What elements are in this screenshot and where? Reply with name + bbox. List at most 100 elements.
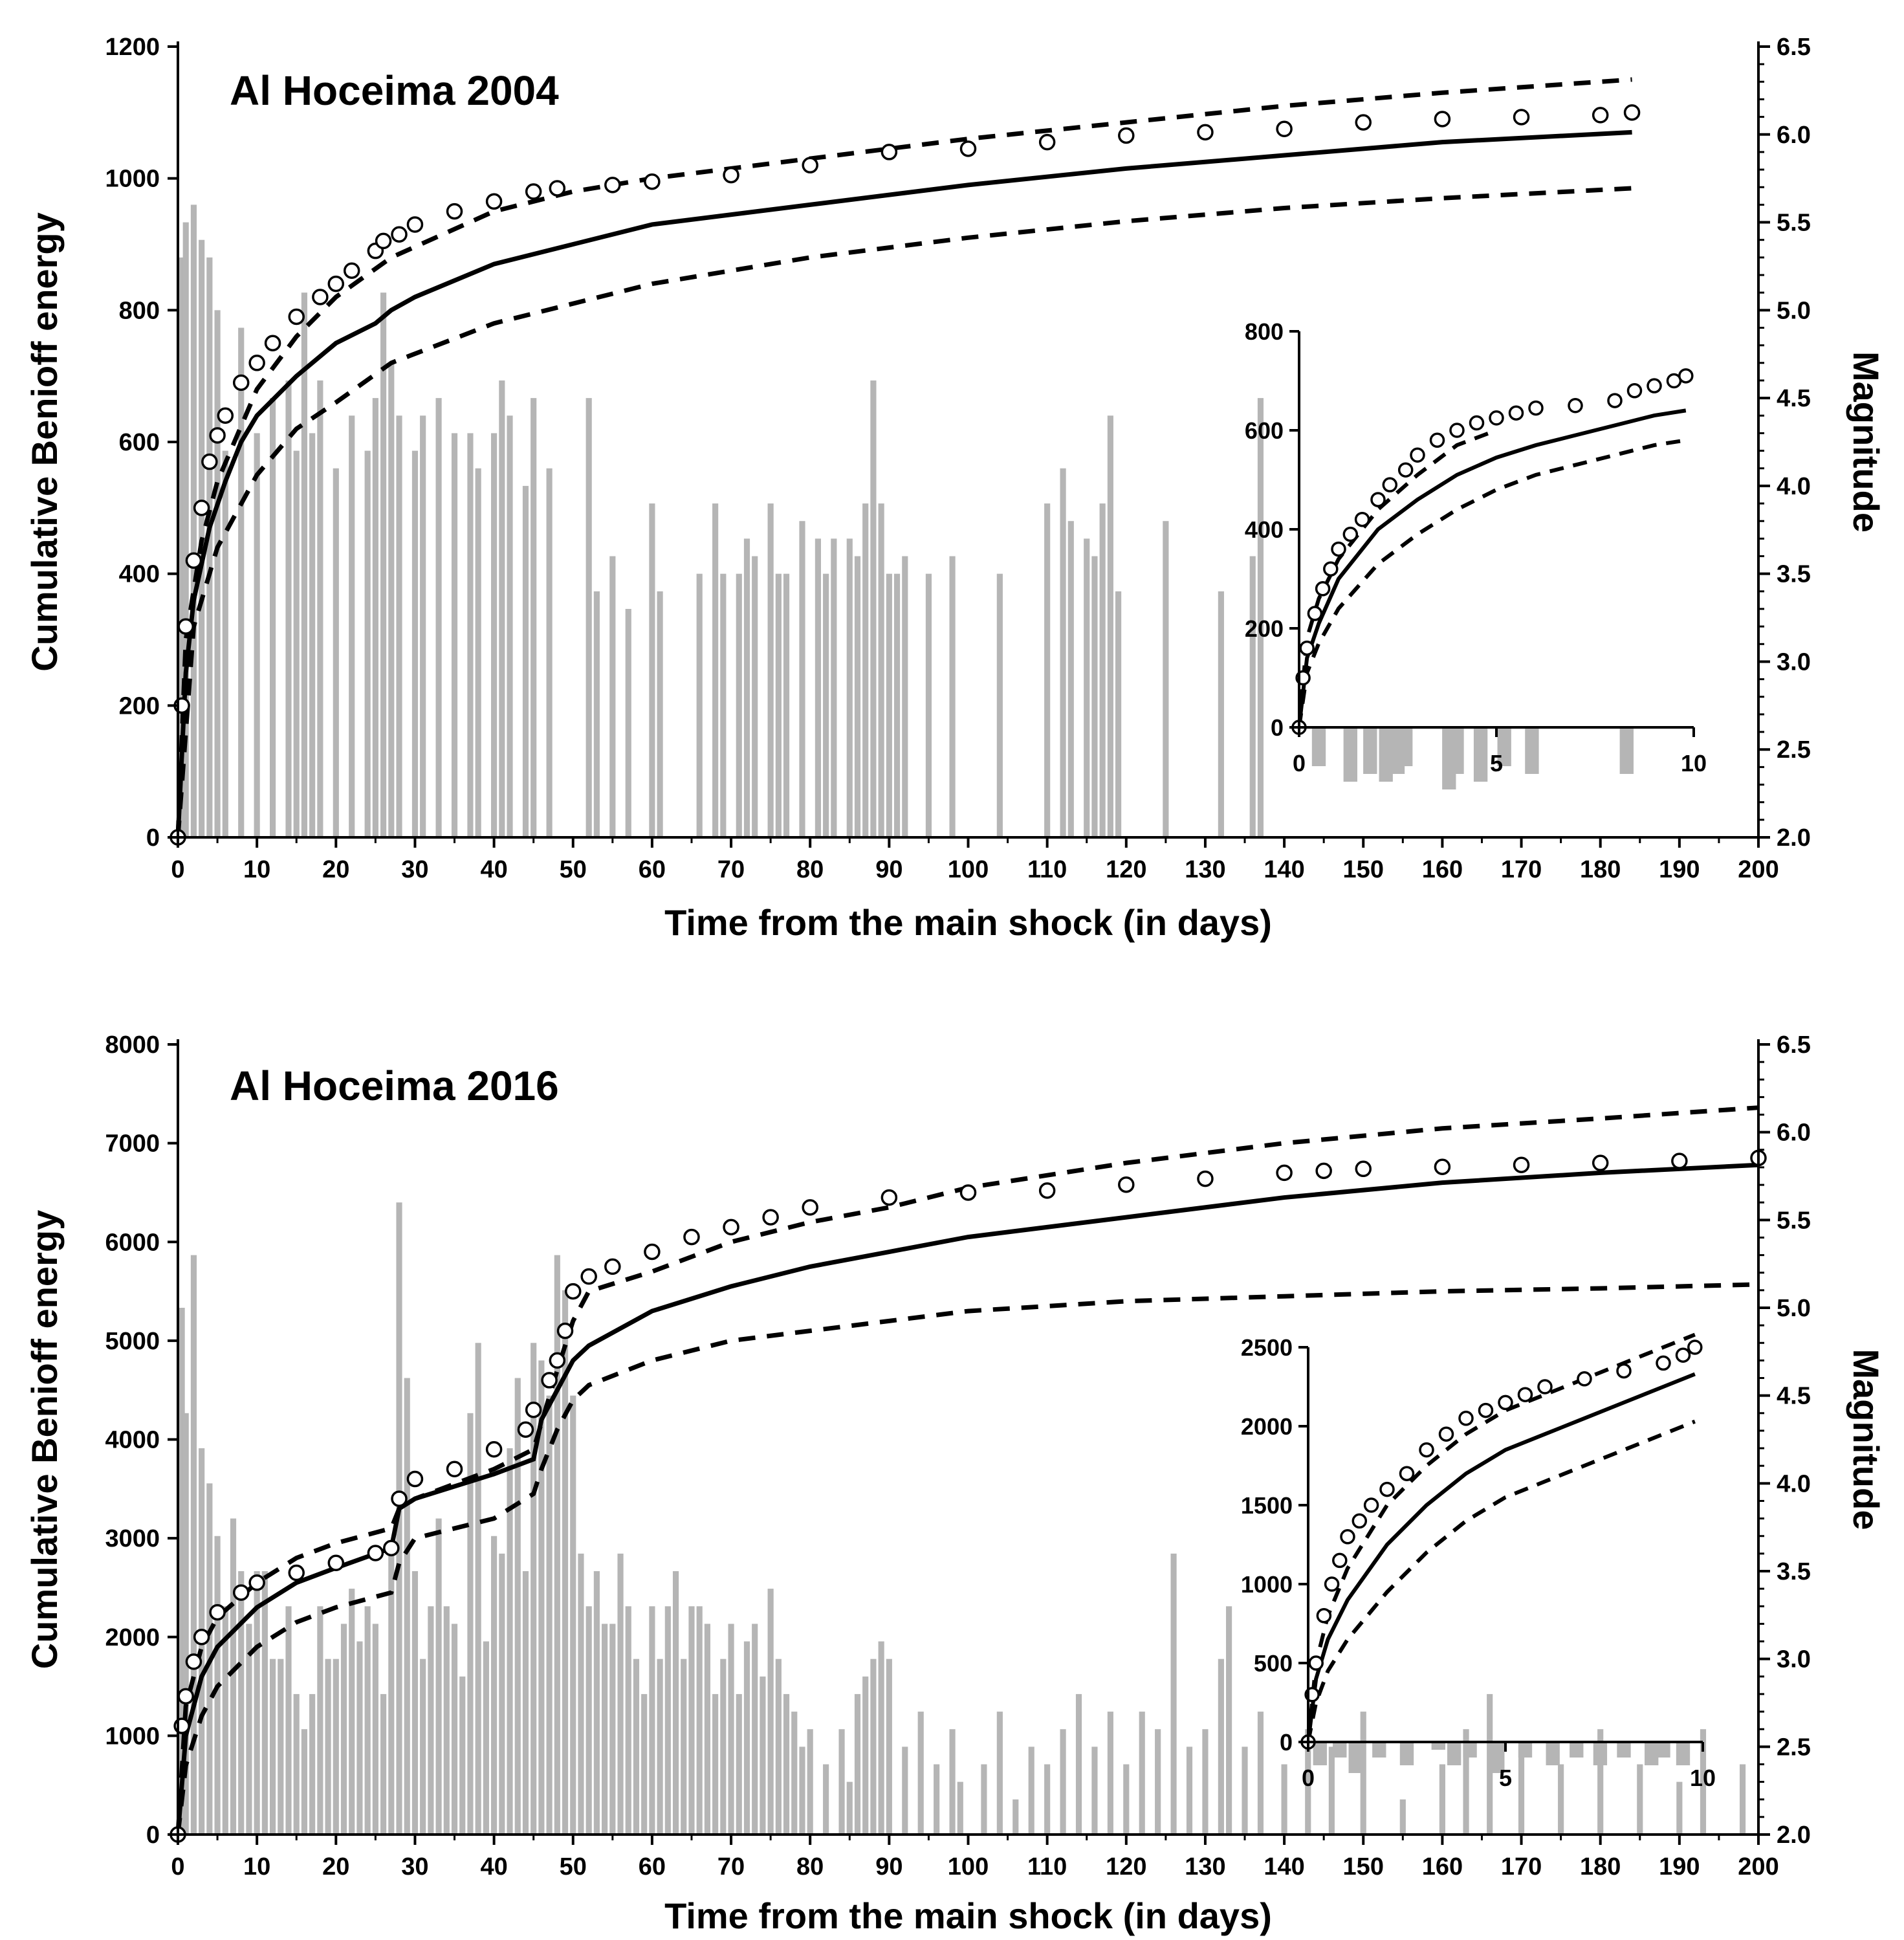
y2-tick-label: 6.0 — [1777, 122, 1811, 149]
magnitude-bar — [1257, 1712, 1264, 1835]
x-tick-label: 100 — [948, 856, 989, 883]
y-tick-label: 7000 — [105, 1130, 160, 1158]
observed-point — [525, 183, 542, 200]
magnitude-bar — [688, 1606, 695, 1835]
y2-tick-label: 3.5 — [1777, 561, 1811, 588]
y-tick-label: 2000 — [105, 1624, 160, 1651]
magnitude-bar — [349, 415, 355, 837]
observed-point — [1434, 111, 1451, 127]
magnitude-bar — [625, 1606, 631, 1835]
inset-magnitude-bar — [1676, 1742, 1691, 1765]
observed-point — [1038, 1182, 1056, 1199]
y-tick-label: 8000 — [105, 1031, 160, 1059]
x-tick-label: 50 — [560, 856, 587, 883]
inset-observed-point — [1508, 405, 1524, 421]
magnitude-bar — [1700, 1729, 1707, 1835]
magnitude-bar — [609, 1624, 616, 1835]
inset-x-tick-label: 0 — [1302, 1765, 1315, 1791]
magnitude-bar — [1067, 521, 1074, 837]
magnitude-bar — [285, 380, 292, 837]
magnitude-bar — [179, 257, 185, 837]
magnitude-bar — [783, 573, 790, 837]
magnitude-bar — [736, 573, 742, 837]
magnitude-bar — [522, 1571, 529, 1835]
magnitude-bar — [815, 538, 821, 837]
magnitude-bar — [870, 1659, 877, 1835]
inset-y-tick-label: 0 — [1271, 714, 1284, 741]
x-tick-label: 40 — [480, 1853, 507, 1880]
magnitude-bar — [870, 380, 877, 837]
x-axis-label: Time from the main shock (in days) — [664, 1895, 1272, 1936]
y2-tick-label: 3.0 — [1777, 1646, 1811, 1673]
magnitude-bar — [649, 503, 655, 837]
inset-observed-point — [1647, 378, 1662, 393]
magnitude-bar — [1060, 468, 1066, 837]
observed-point — [177, 618, 194, 635]
magnitude-bar — [182, 1413, 189, 1835]
magnitude-bar — [531, 1343, 537, 1835]
observed-point — [1276, 1164, 1293, 1182]
x-tick-label: 130 — [1185, 856, 1225, 883]
observed-point — [1197, 1170, 1214, 1187]
inset-observed-point — [1332, 1552, 1348, 1569]
x-tick-label: 150 — [1343, 856, 1384, 883]
magnitude-bar — [1281, 1764, 1287, 1835]
magnitude-bar — [1155, 1729, 1161, 1835]
magnitude-bar — [238, 1571, 245, 1835]
inset-magnitude-bar — [1431, 1742, 1445, 1750]
magnitude-bar — [625, 608, 631, 837]
magnitude-bar — [435, 398, 442, 837]
inset-magnitude-bar — [1313, 1742, 1327, 1765]
model-curve — [175, 129, 1632, 838]
x-axis-label: Time from the main shock (in days) — [664, 902, 1272, 943]
magnitude-bar — [593, 1571, 600, 1835]
magnitude-bar — [720, 573, 727, 837]
observed-point — [1592, 1154, 1609, 1171]
x-tick-label: 110 — [1027, 856, 1067, 883]
inset-observed-point — [1354, 511, 1370, 527]
inset-y-tick-label: 2500 — [1241, 1334, 1293, 1361]
inset-magnitude-bar — [1363, 727, 1377, 774]
magnitude-bar — [807, 1729, 813, 1835]
chart-panel-0: 0 10 20 30 40 50 60 70 80 90 100 110 120 130 140 150 160… — [24, 34, 1887, 943]
magnitude-bar — [743, 538, 750, 837]
y2-tick-label: 4.0 — [1777, 1470, 1811, 1497]
magnitude-bar — [451, 1624, 458, 1835]
inset-observed-point — [1438, 1426, 1454, 1442]
inset-magnitude-bar — [1463, 1742, 1477, 1758]
magnitude-bar — [467, 1413, 474, 1835]
observed-point — [375, 232, 392, 250]
magnitude-bar — [617, 1553, 624, 1835]
magnitude-bar — [712, 1693, 719, 1835]
magnitude-bar — [380, 292, 387, 838]
observed-point — [391, 226, 408, 243]
inset-observed-point — [1419, 1442, 1434, 1458]
observed-point — [1315, 1162, 1332, 1180]
magnitude-bar — [420, 1659, 426, 1835]
observed-point — [367, 1545, 384, 1561]
inset-bound-curve — [1297, 438, 1687, 728]
magnitude-bar — [602, 1624, 608, 1835]
magnitude-bar — [254, 1571, 260, 1835]
magnitude-bar — [190, 204, 197, 837]
observed-point — [644, 173, 661, 190]
observed-point — [288, 1564, 305, 1582]
y2-tick-label: 2.5 — [1777, 736, 1811, 764]
inset-magnitude-bar — [1645, 1742, 1659, 1765]
magnitude-bar — [1028, 1747, 1034, 1835]
magnitude-bar — [862, 503, 869, 837]
inset-y-tick-label: 600 — [1245, 417, 1284, 444]
magnitude-bar — [752, 1624, 758, 1835]
magnitude-bar — [728, 1624, 734, 1835]
magnitude-bar — [278, 1659, 284, 1835]
x-tick-label: 20 — [322, 856, 349, 883]
observed-point — [541, 1372, 558, 1389]
inset-bound-curve — [1297, 428, 1498, 728]
observed-point — [683, 1228, 700, 1246]
magnitude-bar — [364, 450, 371, 837]
x-tick-label: 120 — [1106, 856, 1146, 883]
x-tick-label: 130 — [1185, 1853, 1225, 1880]
inset-observed-point — [1399, 1466, 1415, 1481]
magnitude-bar — [285, 1606, 292, 1835]
x-tick-label: 100 — [948, 1853, 989, 1880]
